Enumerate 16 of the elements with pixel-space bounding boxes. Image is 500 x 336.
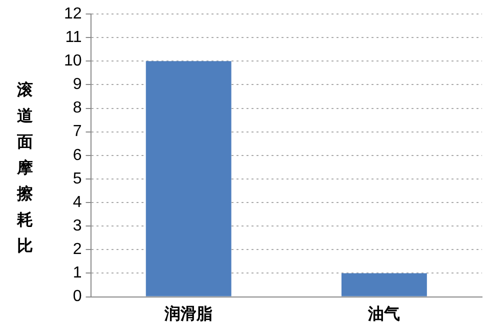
y-tick-label: 1 <box>72 264 82 282</box>
y-tick-label: 10 <box>64 52 82 70</box>
y-axis-title: 滚道面摩擦耗比 <box>16 79 34 257</box>
y-tick-label: 7 <box>72 123 82 140</box>
y-tick-label: 6 <box>72 146 82 164</box>
y-tick-label: 9 <box>72 76 82 94</box>
y-tick-label: 12 <box>64 5 82 22</box>
y-tick-label: 11 <box>65 28 82 46</box>
x-tick-label: 润滑脂 <box>164 304 213 323</box>
x-tick-label: 油气 <box>367 304 400 323</box>
y-tick-label: 0 <box>72 288 82 306</box>
y-tick-label: 2 <box>72 241 82 258</box>
y-tick-label: 8 <box>72 100 82 117</box>
y-tick-label: 3 <box>72 218 82 235</box>
y-tick-label: 4 <box>72 194 82 211</box>
y-tick-label: 5 <box>72 170 82 188</box>
